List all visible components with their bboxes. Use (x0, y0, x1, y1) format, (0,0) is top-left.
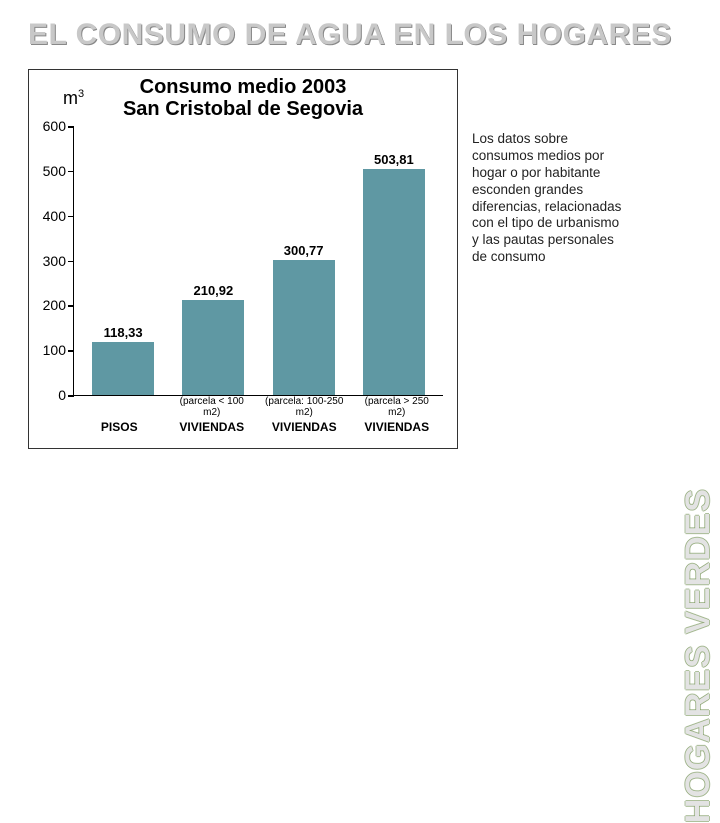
x-tick-main: VIVIENDAS (356, 420, 437, 434)
y-tick (68, 395, 74, 397)
chart-title-line1: Consumo medio 2003 (37, 76, 449, 98)
page-title: EL CONSUMO DE AGUA EN LOS HOGARES (28, 18, 692, 51)
y-tick (68, 305, 74, 307)
y-tick (68, 350, 74, 352)
side-label: HOGARES VERDES (679, 488, 718, 823)
bar-value-label: 118,33 (104, 325, 143, 340)
x-axis-main-row: PISOS VIVIENDAS VIVIENDAS VIVIENDAS (73, 418, 443, 434)
x-tick-main: VIVIENDAS (171, 420, 252, 434)
bar-value-label: 300,77 (284, 243, 324, 258)
description-text: Los datos sobre consumos medios por hoga… (472, 131, 622, 266)
bar-slot: 300,77 (264, 126, 343, 395)
chart-title-line2: San Cristobal de Segovia (37, 98, 449, 120)
y-tick-label: 0 (58, 387, 66, 403)
bars-layer: 118,33 210,92 300,77 503,81 (74, 126, 443, 395)
x-tick-main: VIVIENDAS (264, 420, 345, 434)
bar-slot: 503,81 (354, 126, 433, 395)
bar-rect (273, 260, 335, 395)
bar-slot: 118,33 (83, 126, 162, 395)
y-tick (68, 126, 74, 128)
unit-label: m3 (63, 88, 84, 109)
y-tick-label: 400 (43, 208, 66, 224)
y-tick (68, 261, 74, 263)
y-tick-label: 200 (43, 297, 66, 313)
unit-base: m (63, 88, 78, 108)
y-tick-label: 600 (43, 118, 66, 134)
x-tick-sub: (parcela: 100-250 m2) (264, 396, 345, 418)
plot-area: 118,33210,92300,77503,81 010020030040050… (73, 126, 443, 396)
y-tick (68, 171, 74, 173)
y-tick (68, 216, 74, 218)
bar-slot: 210,92 (174, 126, 253, 395)
bar-value-label: 210,92 (193, 283, 233, 298)
bar-rect (92, 342, 154, 395)
x-tick-sub: (parcela > 250 m2) (356, 396, 437, 418)
y-tick-label: 300 (43, 253, 66, 269)
y-tick-label: 100 (43, 342, 66, 358)
slide: EL CONSUMO DE AGUA EN LOS HOGARES m3 Con… (0, 0, 720, 540)
content-row: m3 Consumo medio 2003 San Cristobal de S… (28, 69, 692, 449)
bar-rect (182, 300, 244, 395)
unit-sup: 3 (78, 88, 84, 100)
bar-rect (363, 169, 425, 395)
bar-value-label: 503,81 (374, 152, 414, 167)
x-axis-sub-row: (parcela < 100 m2) (parcela: 100-250 m2) (… (73, 396, 443, 418)
y-tick-label: 500 (43, 163, 66, 179)
x-tick-sub: (parcela < 100 m2) (171, 396, 252, 418)
x-tick-main: PISOS (79, 420, 160, 434)
x-tick-sub (79, 396, 160, 418)
chart-container: m3 Consumo medio 2003 San Cristobal de S… (28, 69, 458, 449)
chart-title: Consumo medio 2003 San Cristobal de Sego… (37, 76, 449, 120)
